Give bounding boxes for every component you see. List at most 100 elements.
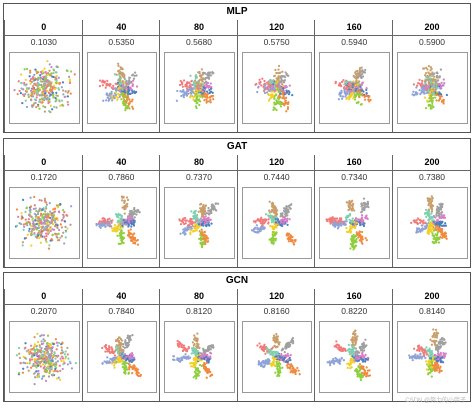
- scatter-point: [282, 90, 285, 93]
- scatter-point: [108, 92, 111, 95]
- scatter-point: [419, 219, 422, 222]
- scatter-point: [44, 70, 47, 74]
- scatter-point: [29, 224, 33, 228]
- scatter-point: [182, 89, 185, 92]
- scatter-point: [285, 220, 289, 223]
- scatter-point: [111, 229, 114, 232]
- scatter-point: [359, 67, 362, 70]
- scatter-point: [62, 213, 65, 216]
- scatter-point: [254, 231, 257, 234]
- scatter-point: [30, 94, 33, 97]
- scatter-point: [425, 78, 428, 81]
- epoch-label: 0: [5, 289, 83, 305]
- scatter-point: [98, 221, 101, 224]
- epoch-panel: 0 0.1720: [4, 155, 83, 267]
- scatter-point: [436, 205, 439, 208]
- scatter-point: [33, 92, 36, 95]
- scatter-point: [345, 223, 348, 226]
- scatter-point: [60, 226, 64, 229]
- tsne-scatter-plot: [241, 52, 313, 124]
- scatter-point: [129, 355, 132, 358]
- scatter-point: [179, 79, 183, 83]
- scatter-point: [438, 230, 442, 233]
- scatter-point: [264, 219, 267, 222]
- scatter-point: [47, 232, 50, 236]
- scatter-point: [103, 350, 107, 353]
- scatter-point: [436, 91, 439, 94]
- scatter-point: [120, 199, 123, 202]
- scatter-point: [124, 94, 127, 98]
- scatter-point: [271, 233, 274, 236]
- scatter-point: [196, 80, 199, 84]
- scatter-point: [185, 219, 189, 222]
- scatter-point: [120, 356, 123, 359]
- scatter-point: [32, 102, 36, 105]
- scatter-point: [280, 89, 283, 93]
- scatter-point: [124, 219, 127, 222]
- scatter-point: [56, 360, 60, 363]
- scatter-point: [285, 233, 288, 237]
- scatter-point: [34, 361, 37, 364]
- scatter-point: [37, 374, 40, 377]
- scatter-point: [110, 86, 113, 89]
- scatter-point: [126, 336, 129, 339]
- scatter-point: [200, 359, 203, 362]
- scatter-point: [418, 82, 421, 85]
- scatter-point: [346, 201, 349, 204]
- scatter-point: [116, 64, 120, 67]
- scatter-point: [357, 79, 360, 83]
- scatter-point: [115, 234, 119, 237]
- scatter-point: [39, 77, 43, 80]
- scatter-point: [39, 212, 43, 216]
- scatter-point: [427, 215, 431, 218]
- scatter-point: [431, 91, 434, 94]
- scatter-point: [20, 212, 23, 215]
- scatter-point: [33, 98, 37, 101]
- scatter-point: [279, 92, 282, 95]
- scatter-point: [201, 352, 204, 356]
- scatter-point: [17, 346, 21, 350]
- scatter-point: [44, 379, 48, 383]
- scatter-point: [66, 95, 70, 98]
- scatter-point: [56, 370, 59, 373]
- scatter-point: [348, 205, 351, 209]
- scatter-point: [123, 346, 126, 349]
- scatter-point: [275, 213, 279, 216]
- scatter-point: [334, 217, 337, 220]
- scatter-point: [192, 376, 196, 379]
- scatter-point: [261, 224, 264, 227]
- scatter-point: [348, 82, 351, 85]
- scatter-point: [33, 336, 36, 339]
- scatter-point: [42, 72, 45, 75]
- scatter-point: [193, 343, 196, 346]
- scatter-point: [425, 211, 428, 215]
- epoch-panel: 0 0.2070: [4, 289, 83, 401]
- scatter-point: [420, 224, 423, 227]
- scatter-point: [123, 353, 126, 356]
- scatter-point: [41, 363, 45, 366]
- scatter-point: [18, 352, 21, 355]
- scatter-point: [359, 90, 362, 93]
- scatter-point: [275, 223, 278, 226]
- scatter-point: [272, 225, 275, 229]
- scatter-point: [206, 353, 209, 357]
- scatter-svg: [254, 64, 294, 113]
- scatter-point: [120, 359, 124, 362]
- scatter-point: [437, 82, 440, 86]
- scatter-point: [127, 79, 130, 82]
- scatter-point: [54, 367, 57, 371]
- scatter-point: [440, 208, 443, 211]
- scatter-point: [369, 98, 373, 102]
- scatter-point: [67, 89, 70, 93]
- scatter-point: [37, 364, 40, 367]
- scatter-point: [288, 84, 291, 87]
- scatter-point: [281, 70, 284, 73]
- scatter-svg: [98, 62, 138, 112]
- scatter-point: [209, 348, 213, 351]
- scatter-point: [200, 76, 203, 79]
- scatter-point: [48, 371, 51, 375]
- scatter-point: [44, 237, 48, 241]
- scatter-point: [331, 216, 334, 219]
- scatter-point: [129, 225, 132, 228]
- scatter-point: [201, 207, 204, 210]
